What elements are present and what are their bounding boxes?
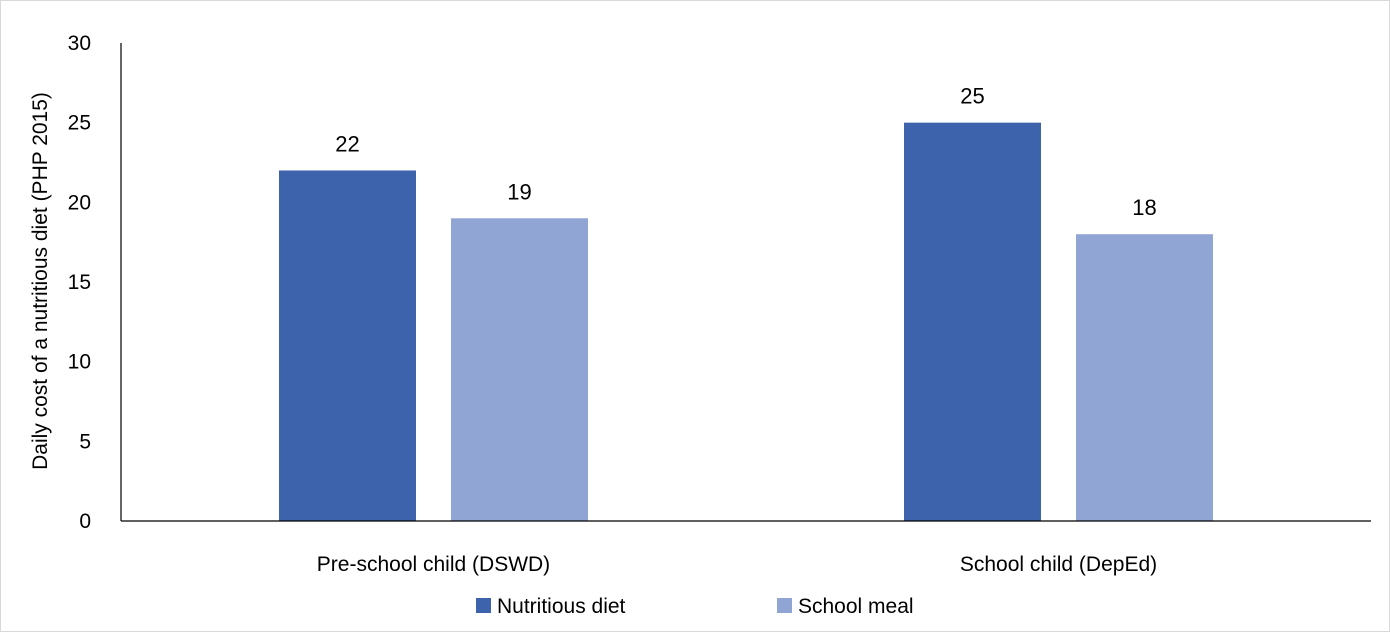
bar	[451, 218, 588, 521]
y-tick-label: 20	[68, 191, 91, 214]
y-tick-label: 0	[79, 510, 91, 533]
data-label: 18	[1132, 195, 1156, 220]
data-labels: 22 19 25 18	[335, 84, 1156, 221]
legend-swatch	[476, 598, 491, 613]
bar	[1076, 234, 1213, 521]
y-axis-label: Daily cost of a nutritious diet (PHP 201…	[29, 92, 52, 470]
legend: Nutritious diet School meal	[476, 595, 914, 618]
y-tick-label: 5	[79, 430, 91, 453]
data-label: 25	[960, 84, 984, 109]
axes	[120, 43, 1371, 522]
legend-label: School meal	[798, 595, 914, 618]
legend-swatch	[777, 598, 792, 613]
y-tick-label: 30	[68, 32, 91, 55]
bar	[279, 170, 416, 521]
y-tick-label: 25	[68, 112, 91, 135]
data-label: 22	[335, 131, 359, 156]
category-labels: Pre-school child (DSWD) School child (Dep…	[317, 553, 1157, 576]
data-label: 19	[507, 179, 531, 204]
x-tick-label: School child (DepEd)	[960, 553, 1157, 576]
y-tick-label: 15	[68, 271, 91, 294]
x-tick-label: Pre-school child (DSWD)	[317, 553, 550, 576]
legend-item: Nutritious diet	[476, 595, 626, 618]
legend-label: Nutritious diet	[497, 595, 626, 618]
bar	[904, 122, 1041, 522]
legend-item: School meal	[777, 595, 914, 618]
bars	[279, 122, 1213, 522]
y-tick-label: 10	[68, 351, 91, 374]
y-axis-ticks: 0 5 10 15 20 25 30	[68, 32, 91, 533]
